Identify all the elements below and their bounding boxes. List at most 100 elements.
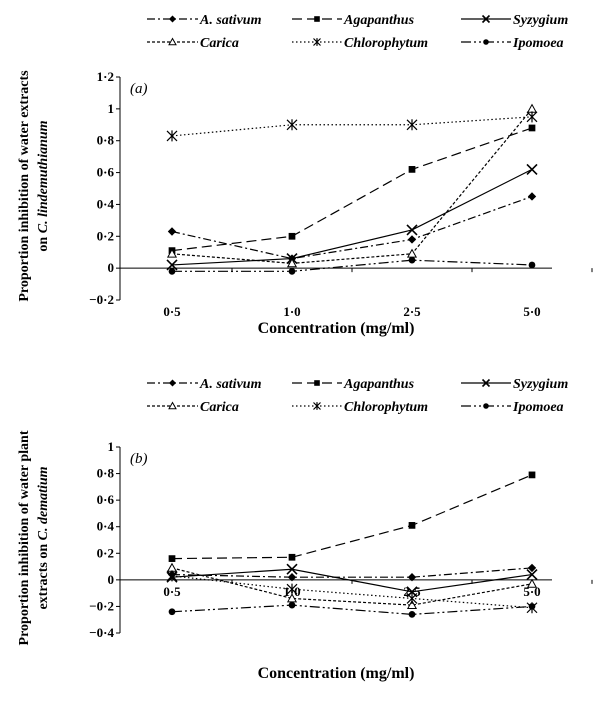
legend-marker — [169, 15, 176, 23]
y-axis-title-line2: extracts on C. dematium — [36, 466, 51, 609]
x-axis-title: Concentration (mg/ml) — [258, 320, 415, 337]
series-chlorophytum — [166, 570, 538, 614]
y-axis-title-line2-species: C. lindemuthianum — [36, 120, 51, 233]
data-point — [288, 601, 296, 609]
legend-label: Carica — [200, 36, 239, 51]
data-point — [166, 259, 178, 271]
y-axis-title: Proportion inhibition of water plant extr… — [17, 430, 51, 645]
data-point — [407, 235, 417, 244]
y-axis-title-line2: on C. lindemuthianum — [36, 120, 51, 251]
data-point — [166, 130, 178, 142]
y-tick-label: 0·6 — [97, 165, 115, 180]
legend-item-chlorophytum: Chlorophytum — [292, 36, 428, 51]
y-tick-label: 0·8 — [97, 466, 115, 481]
data-point — [288, 267, 296, 275]
legend-marker — [168, 401, 177, 410]
y-tick-label: −0·2 — [89, 598, 114, 613]
data-point — [166, 562, 178, 572]
data-point — [526, 111, 538, 123]
data-point — [168, 608, 176, 616]
series-line — [171, 127, 533, 252]
data-point — [287, 573, 297, 582]
legend-label: A. sativum — [199, 377, 262, 392]
data-point — [286, 583, 298, 595]
legend-label: Syzygium — [513, 13, 568, 28]
series-line — [171, 168, 533, 266]
legend-marker — [168, 37, 177, 46]
data-point — [286, 563, 298, 575]
series-carica — [166, 103, 538, 268]
series-ipomoea — [168, 601, 536, 618]
data-point — [527, 192, 537, 201]
legend-label: A. sativum — [199, 13, 262, 28]
y-tick-label: 0·2 — [97, 545, 114, 560]
y-axis-title-line1: Proportion inhibition of water extracts — [17, 70, 32, 302]
legend-item-agapanthus: Agapanthus — [292, 377, 415, 392]
data-point — [286, 119, 298, 131]
y-tick-label: 1 — [108, 101, 115, 116]
panel-label: (b) — [130, 451, 148, 467]
x-tick-label: 0·5 — [163, 584, 181, 599]
legend-label: Ipomoea — [512, 400, 564, 415]
series-line — [171, 568, 533, 593]
legend-item-carica: Carica — [147, 36, 239, 51]
y-tick-label: 0·8 — [97, 133, 115, 148]
legend-item-ipomoea: Ipomoea — [461, 400, 564, 415]
series-chlorophytum — [166, 111, 538, 142]
data-point — [168, 267, 176, 275]
data-point — [406, 224, 418, 236]
x-tick-label: 5·0 — [523, 304, 540, 319]
series-agapanthus — [168, 124, 536, 254]
legend-item-syzygium: Syzygium — [461, 377, 568, 392]
data-point — [288, 553, 296, 561]
panel-label: (a) — [130, 81, 148, 97]
legend-item-syzygium: Syzygium — [461, 13, 568, 28]
legend-item-a-sativum: A. sativum — [147, 377, 262, 392]
data-point — [406, 592, 418, 604]
legend-item-chlorophytum: Chlorophytum — [292, 400, 428, 415]
y-axis-title-line2-species: C. dematium — [36, 466, 51, 540]
data-point — [527, 563, 537, 573]
legend-item-a-sativum: A. sativum — [147, 13, 262, 28]
legend-label: Agapanthus — [343, 13, 415, 28]
legend-label: Agapanthus — [343, 377, 415, 392]
legend-marker — [483, 39, 489, 45]
y-tick-label: 1 — [108, 439, 115, 454]
legend-label: Carica — [200, 400, 239, 415]
x-tick-label: 1·0 — [283, 304, 300, 319]
legend-marker — [481, 14, 491, 24]
y-axis-title: Proportion inhibition of water extracts o… — [17, 70, 51, 302]
series-line — [171, 195, 533, 260]
series-line — [171, 108, 533, 264]
y-axis-title-line2-prefix: extracts on — [36, 540, 51, 609]
legend-label: Ipomoea — [512, 36, 564, 51]
data-point — [526, 103, 538, 113]
y-tick-label: −0·4 — [89, 625, 114, 640]
legend-item-ipomoea: Ipomoea — [461, 36, 564, 51]
data-point — [528, 471, 536, 479]
data-point — [528, 603, 536, 610]
series-line — [171, 474, 533, 560]
legend-marker — [313, 38, 321, 46]
series-agapanthus — [168, 471, 536, 562]
series-line — [171, 567, 533, 606]
data-point — [166, 248, 178, 258]
data-point — [406, 119, 418, 131]
data-point — [406, 248, 418, 258]
series-line — [171, 567, 533, 578]
y-tick-label: −0·2 — [89, 292, 114, 307]
legend-marker — [169, 379, 176, 387]
data-point — [168, 555, 176, 562]
data-point — [406, 599, 418, 609]
data-point — [526, 568, 538, 581]
data-point — [408, 522, 416, 529]
y-tick-label: 0·4 — [97, 519, 115, 534]
series-line — [171, 604, 533, 616]
legend-marker — [481, 378, 491, 388]
series-a-sativum — [167, 563, 537, 582]
legend-marker — [313, 402, 321, 410]
legend-label: Chlorophytum — [344, 36, 428, 51]
legend-label: Chlorophytum — [344, 400, 428, 415]
y-tick-label: 1·2 — [97, 69, 114, 84]
